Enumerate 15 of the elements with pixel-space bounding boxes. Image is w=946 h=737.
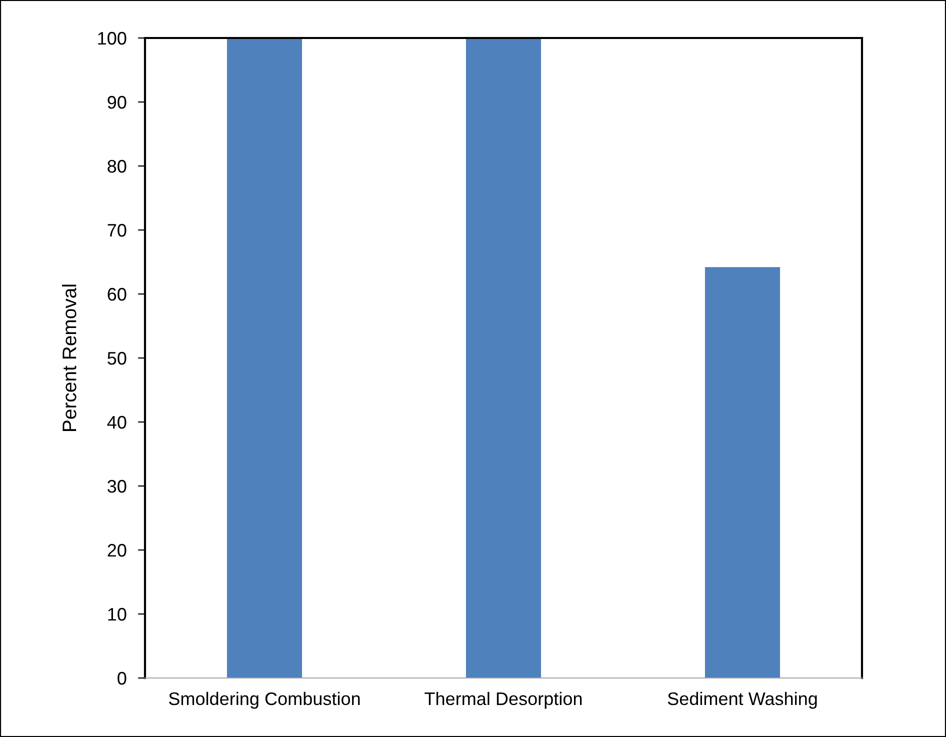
y-tick-label: 10: [108, 608, 126, 621]
x-tick-label: Thermal Desorption: [424, 692, 582, 709]
y-tick-label: 70: [108, 224, 126, 237]
y-tick-label: 30: [108, 480, 126, 493]
y-tick-label: 50: [108, 352, 126, 365]
y-tick-label: 40: [107, 416, 126, 429]
y-tick-label: 20: [108, 544, 126, 557]
y-tick-label: 0: [118, 672, 126, 685]
y-tick-label: 60: [108, 288, 126, 301]
y-axis-title: Percent Removal: [62, 284, 76, 431]
x-tick-label: Sediment Washing: [668, 692, 817, 709]
y-tick-label: 80: [108, 160, 126, 173]
y-tick-label: 90: [108, 96, 126, 109]
x-tick-label: Smoldering Combustion: [168, 692, 360, 709]
y-tick-label: 100: [98, 32, 126, 45]
